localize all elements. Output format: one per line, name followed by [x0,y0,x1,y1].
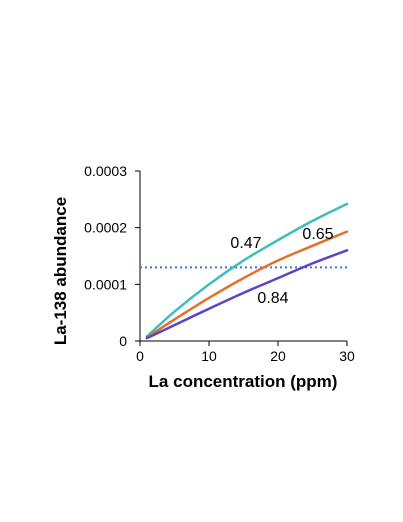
axes: 0 10 20 30 0 0.0001 0.0002 0.0003 [84,163,355,364]
series-line-0-65 [145,230,349,339]
x-tick-label: 10 [201,348,217,364]
x-tick-label: 30 [339,348,355,364]
y-tick-label: 0.0001 [84,276,127,292]
y-tick-label: 0 [119,333,127,349]
x-tick-label: 20 [270,348,286,364]
y-tick-label: 0.0002 [84,220,127,236]
x-axis-title: La concentration (ppm) [149,372,338,391]
series-annotation-0-65: 0.65 [302,226,333,243]
y-axis-title: La-138 abundance [51,197,70,345]
series-annotation-0-47: 0.47 [230,235,261,252]
series-annotation-0-84: 0.84 [257,290,288,307]
labels-layer: 0.47 0.65 0.84 [230,226,333,307]
y-tick-label: 0.0003 [84,163,127,179]
series-layer [145,202,349,340]
series-line-0-84 [145,249,349,340]
series-line-0-47 [145,202,349,338]
x-tick-label: 0 [136,348,144,364]
